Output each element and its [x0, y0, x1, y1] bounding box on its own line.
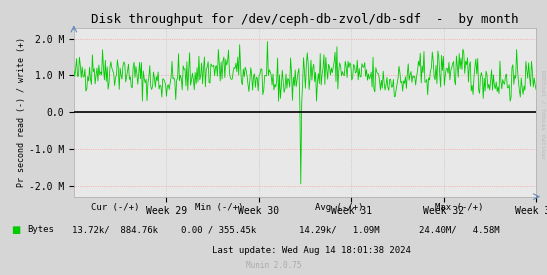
Text: 14.29k/   1.09M: 14.29k/ 1.09M — [299, 225, 380, 234]
Text: ■: ■ — [11, 225, 20, 235]
Text: 0.00 / 355.45k: 0.00 / 355.45k — [181, 225, 257, 234]
Y-axis label: Pr second read (-) / write (+): Pr second read (-) / write (+) — [17, 37, 26, 187]
Text: Min (-/+): Min (-/+) — [195, 203, 243, 212]
Title: Disk throughput for /dev/ceph-db-zvol/db-sdf  -  by month: Disk throughput for /dev/ceph-db-zvol/db… — [91, 13, 519, 26]
Text: 24.40M/   4.58M: 24.40M/ 4.58M — [419, 225, 500, 234]
Text: Cur (-/+): Cur (-/+) — [91, 203, 139, 212]
Text: Bytes: Bytes — [27, 225, 54, 234]
Text: 13.72k/  884.76k: 13.72k/ 884.76k — [72, 225, 158, 234]
Text: Last update: Wed Aug 14 18:01:38 2024: Last update: Wed Aug 14 18:01:38 2024 — [212, 246, 411, 255]
Text: Avg (-/+): Avg (-/+) — [315, 203, 363, 212]
Text: RRDtool / Tobias Oetiker: RRDtool / Tobias Oetiker — [541, 70, 546, 161]
Text: Max (-/+): Max (-/+) — [435, 203, 484, 212]
Text: Munin 2.0.75: Munin 2.0.75 — [246, 261, 301, 270]
